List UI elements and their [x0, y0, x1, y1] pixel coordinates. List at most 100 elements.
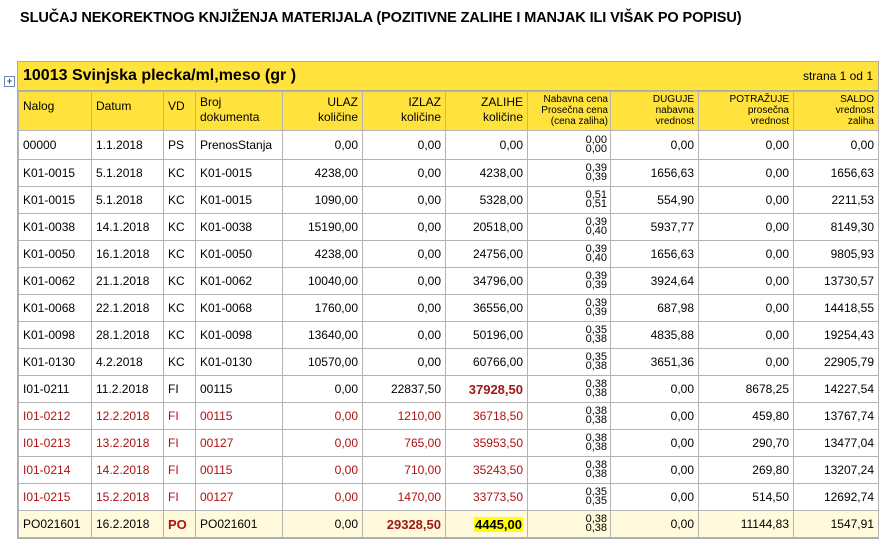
cell-broj: 00115	[195, 402, 283, 430]
cell-nalog: I01-0213	[18, 429, 92, 457]
table-row: K01-0015 5.1.2018 KC K01-0015 1090,00 0,00 532…	[18, 186, 879, 214]
cell-datum: 11.2.2018	[91, 375, 164, 403]
cell-zalihe: 35243,50	[445, 456, 528, 484]
cell-saldo: 13207,24	[793, 456, 879, 484]
cell-cena: 0,39 0,39	[527, 294, 611, 322]
cell-vd: KC	[163, 186, 196, 214]
cell-vd: FI	[163, 375, 196, 403]
cell-zalihe: 5328,00	[445, 186, 528, 214]
cell-ulaz: 13640,00	[282, 321, 363, 349]
cell-potrazuje: 0,00	[698, 159, 794, 187]
cell-cena: 0,35 0,38	[527, 321, 611, 349]
cell-broj: K01-0015	[195, 159, 283, 187]
cell-cena: 0,38 0,38	[527, 510, 611, 538]
cell-nalog: PO021601	[18, 510, 92, 538]
table-row: K01-0130 4.2.2018 KC K01-0130 10570,00 0,00 60…	[18, 348, 879, 376]
cell-izlaz: 29328,50	[362, 510, 446, 538]
report-panel: 10013 Svinjska plecka/ml,meso (gr ) stra…	[17, 61, 879, 539]
cell-potrazuje: 0,00	[698, 267, 794, 295]
cell-datum: 13.2.2018	[91, 429, 164, 457]
cell-datum: 22.1.2018	[91, 294, 164, 322]
cell-saldo: 1547,91	[793, 510, 879, 538]
cell-ulaz: 10570,00	[282, 348, 363, 376]
cell-zalihe: 20518,00	[445, 213, 528, 241]
cell-duguje: 0,00	[610, 510, 699, 538]
cell-ulaz: 0,00	[282, 510, 363, 538]
cell-vd: FI	[163, 429, 196, 457]
cell-izlaz: 0,00	[362, 213, 446, 241]
table-row: I01-0214 14.2.2018 FI 00115 0,00 710,00 35243,…	[18, 456, 879, 484]
cell-nalog: K01-0050	[18, 240, 92, 268]
cell-potrazuje: 0,00	[698, 186, 794, 214]
cell-zalihe: 33773,50	[445, 483, 528, 511]
cell-broj: 00115	[195, 456, 283, 484]
cell-broj: K01-0015	[195, 186, 283, 214]
col-izlaz: IZLAZ količine	[362, 91, 446, 131]
cell-broj: PrenosStanja	[195, 130, 283, 160]
table-row: I01-0215 15.2.2018 FI 00127 0,00 1470,00 33773…	[18, 483, 879, 511]
cell-broj: K01-0050	[195, 240, 283, 268]
cell-duguje: 4835,88	[610, 321, 699, 349]
cell-izlaz: 710,00	[362, 456, 446, 484]
cell-vd: PS	[163, 130, 196, 160]
col-duguje: DUGUJE nabavna vrednost	[610, 91, 699, 131]
cell-izlaz: 0,00	[362, 348, 446, 376]
cell-datum: 16.2.2018	[91, 510, 164, 538]
cell-ulaz: 0,00	[282, 456, 363, 484]
cell-potrazuje: 0,00	[698, 348, 794, 376]
cell-vd: KC	[163, 321, 196, 349]
cell-izlaz: 0,00	[362, 267, 446, 295]
col-nalog: Nalog	[18, 91, 92, 131]
cell-vd: FI	[163, 483, 196, 511]
cell-izlaz: 0,00	[362, 240, 446, 268]
table-row: K01-0038 14.1.2018 KC K01-0038 15190,00 0,00 2…	[18, 213, 879, 241]
cell-potrazuje: 269,80	[698, 456, 794, 484]
cell-nalog: K01-0098	[18, 321, 92, 349]
cell-saldo: 0,00	[793, 130, 879, 160]
cell-broj: K01-0130	[195, 348, 283, 376]
cell-ulaz: 4238,00	[282, 240, 363, 268]
table-row: K01-0098 28.1.2018 KC K01-0098 13640,00 0,00 5…	[18, 321, 879, 349]
cell-cena: 0,38 0,38	[527, 375, 611, 403]
cell-duguje: 3651,36	[610, 348, 699, 376]
cell-datum: 16.1.2018	[91, 240, 164, 268]
cell-nalog: K01-0062	[18, 267, 92, 295]
plus-box-icon[interactable]: +	[4, 76, 15, 87]
cell-duguje: 0,00	[610, 483, 699, 511]
cell-broj: 00127	[195, 483, 283, 511]
cell-ulaz: 0,00	[282, 130, 363, 160]
cell-broj: 00115	[195, 375, 283, 403]
cell-broj: K01-0068	[195, 294, 283, 322]
cell-cena: 0,00 0,00	[527, 130, 611, 160]
cell-izlaz: 1470,00	[362, 483, 446, 511]
cell-cena: 0,51 0,51	[527, 186, 611, 214]
cell-broj: K01-0038	[195, 213, 283, 241]
cell-broj: K01-0062	[195, 267, 283, 295]
cell-duguje: 1656,63	[610, 159, 699, 187]
ledger-table: Nalog Datum VD Broj dokumenta ULAZ količin…	[18, 91, 879, 538]
cell-saldo: 9805,93	[793, 240, 879, 268]
cell-cena: 0,39 0,40	[527, 213, 611, 241]
table-row: I01-0213 13.2.2018 FI 00127 0,00 765,00 35953,…	[18, 429, 879, 457]
cell-broj: 00127	[195, 429, 283, 457]
cell-potrazuje: 0,00	[698, 213, 794, 241]
cell-vd: PO	[163, 510, 196, 538]
col-ulaz: ULAZ količine	[282, 91, 363, 131]
cell-cena: 0,39 0,39	[527, 267, 611, 295]
table-row: K01-0015 5.1.2018 KC K01-0015 4238,00 0,00 423…	[18, 159, 879, 187]
cell-zalihe: 60766,00	[445, 348, 528, 376]
cell-datum: 5.1.2018	[91, 186, 164, 214]
table-row: I01-0211 11.2.2018 FI 00115 0,00 22837,50 3792…	[18, 375, 879, 403]
col-potrazuje: POTRAŽUJE prosečna vrednost	[698, 91, 794, 131]
cell-ulaz: 1090,00	[282, 186, 363, 214]
cell-izlaz: 0,00	[362, 159, 446, 187]
cell-saldo: 22905,79	[793, 348, 879, 376]
cell-nalog: K01-0015	[18, 186, 92, 214]
cell-potrazuje: 514,50	[698, 483, 794, 511]
cell-ulaz: 0,00	[282, 375, 363, 403]
cell-duguje: 0,00	[610, 375, 699, 403]
cell-ulaz: 0,00	[282, 429, 363, 457]
cell-potrazuje: 0,00	[698, 321, 794, 349]
cell-datum: 5.1.2018	[91, 159, 164, 187]
cell-cena: 0,35 0,38	[527, 348, 611, 376]
